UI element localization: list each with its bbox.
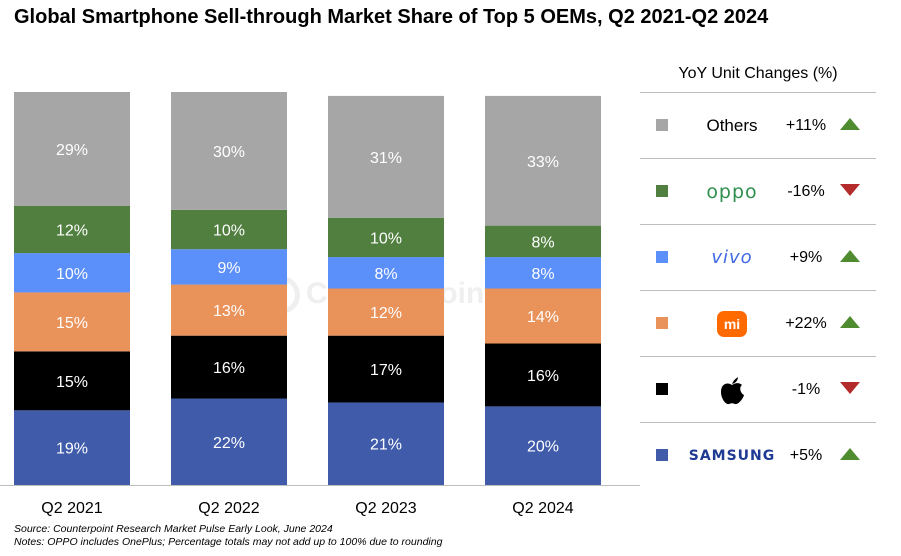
legend-row-apple: -1%	[640, 357, 876, 423]
bar-segment-vivo-3	[485, 257, 601, 289]
source-note: Source: Counterpoint Research Market Pul…	[14, 523, 333, 535]
apple-logo	[684, 357, 780, 422]
bar-segment-apple-1	[171, 335, 287, 399]
up-arrow-icon	[840, 118, 860, 130]
yoy-change-xiaomi: +22%	[785, 315, 827, 332]
legend-row-xiaomi: mi +22%	[640, 291, 876, 357]
samsung-logo-text: SAMSUNG	[688, 447, 776, 464]
legend-row-others: Others +11%	[640, 93, 876, 159]
bar-segment-oppo-1	[171, 209, 287, 250]
legend-row-oppo: oppo -16%	[640, 159, 876, 225]
yoy-change-apple: -1%	[791, 381, 821, 398]
legend-swatch-apple	[656, 383, 668, 395]
data-label-apple-2: 17%	[370, 362, 402, 379]
data-label-others-2: 31%	[370, 150, 402, 167]
down-arrow-icon	[840, 382, 860, 394]
data-label-oppo-0: 12%	[56, 223, 88, 240]
apple-icon	[721, 376, 744, 404]
oppo-logo: oppo	[684, 159, 780, 224]
data-label-others-3: 33%	[527, 154, 559, 171]
stacked-bar-chart: 19% 15% 15% 10% 12% 29% Q2 2021 22% 16% 13% 9% 10% 3…	[0, 92, 640, 517]
x-tick-label-2: Q2 2023	[355, 500, 416, 517]
data-label-xiaomi-1: 13%	[213, 303, 245, 320]
data-label-samsung-3: 20%	[527, 439, 559, 456]
data-label-xiaomi-3: 14%	[527, 309, 559, 326]
yoy-change-oppo: -16%	[787, 183, 825, 200]
up-arrow-icon	[840, 316, 860, 328]
legend-header: YoY Unit Changes (%)	[640, 56, 876, 93]
data-label-vivo-3: 8%	[531, 266, 554, 283]
yoy-change-samsung: +5%	[789, 447, 823, 464]
bar-segment-vivo-0	[14, 253, 130, 293]
x-tick-label-1: Q2 2022	[198, 500, 259, 517]
legend-row-vivo: vivo +9%	[640, 225, 876, 291]
data-label-others-0: 29%	[56, 142, 88, 159]
data-label-samsung-2: 21%	[370, 437, 402, 454]
data-label-apple-0: 15%	[56, 374, 88, 391]
vivo-logo-text: vivo	[711, 247, 753, 268]
data-label-xiaomi-0: 15%	[56, 315, 88, 332]
bar-segment-apple-0	[14, 351, 130, 411]
x-tick-label-3: Q2 2024	[512, 500, 573, 517]
xiaomi-logo-text: mi	[717, 310, 747, 337]
bar-segment-oppo-0	[14, 205, 130, 254]
bar-segment-oppo-3	[485, 225, 601, 258]
legend-swatch-samsung	[656, 449, 668, 461]
yoy-change-others: +11%	[785, 117, 827, 134]
data-label-vivo-2: 8%	[374, 266, 397, 283]
legend-swatch-others	[656, 119, 668, 131]
bar-segment-samsung-1	[171, 398, 287, 485]
bar-segment-samsung-3	[485, 406, 601, 485]
bar-segment-vivo-2	[328, 257, 444, 289]
chart-title: Global Smartphone Sell-through Market Sh…	[14, 6, 769, 28]
rounding-note: Notes: OPPO includes OnePlus; Percentage…	[14, 536, 443, 548]
brand-others: Others	[684, 93, 780, 158]
bar-segment-others-0	[14, 92, 130, 206]
data-label-samsung-0: 19%	[56, 441, 88, 458]
legend-row-samsung: SAMSUNG +5%	[640, 423, 876, 488]
down-arrow-icon	[840, 184, 860, 196]
samsung-logo: SAMSUNG	[684, 423, 780, 488]
bar-segment-apple-3	[485, 343, 601, 407]
data-label-oppo-3: 8%	[531, 234, 554, 251]
bar-segment-samsung-0	[14, 410, 130, 485]
data-label-oppo-1: 10%	[213, 223, 245, 240]
bar-segment-apple-2	[328, 335, 444, 403]
xiaomi-logo: mi	[684, 291, 780, 356]
vivo-logo: vivo	[684, 225, 780, 290]
bar-segment-xiaomi-0	[14, 292, 130, 352]
yoy-change-vivo: +9%	[789, 249, 823, 266]
legend-swatch-vivo	[656, 251, 668, 263]
footnotes: Source: Counterpoint Research Market Pul…	[14, 523, 442, 549]
data-label-others-1: 30%	[213, 144, 245, 161]
data-label-apple-1: 16%	[213, 360, 245, 377]
bar-segment-others-2	[328, 95, 444, 218]
x-tick-label-0: Q2 2021	[41, 500, 102, 517]
bar-segment-xiaomi-3	[485, 288, 601, 344]
data-label-vivo-1: 9%	[217, 260, 240, 277]
data-label-samsung-1: 22%	[213, 435, 245, 452]
data-label-oppo-2: 10%	[370, 230, 402, 247]
bar-segment-vivo-1	[171, 249, 287, 285]
data-label-vivo-0: 10%	[56, 266, 88, 283]
oppo-logo-text: oppo	[706, 180, 758, 203]
bar-segment-samsung-2	[328, 402, 444, 485]
data-label-apple-3: 16%	[527, 368, 559, 385]
legend-swatch-xiaomi	[656, 317, 668, 329]
yoy-legend: YoY Unit Changes (%) Others +11% oppo -1…	[640, 56, 876, 488]
data-label-xiaomi-2: 12%	[370, 305, 402, 322]
brand-label-others: Others	[706, 115, 758, 135]
bar-segment-xiaomi-2	[328, 288, 444, 336]
bar-segment-others-1	[171, 92, 287, 210]
bar-segment-others-3	[485, 95, 601, 226]
legend-swatch-oppo	[656, 185, 668, 197]
bar-segment-oppo-2	[328, 217, 444, 258]
bar-segment-xiaomi-1	[171, 284, 287, 336]
up-arrow-icon	[840, 448, 860, 460]
up-arrow-icon	[840, 250, 860, 262]
